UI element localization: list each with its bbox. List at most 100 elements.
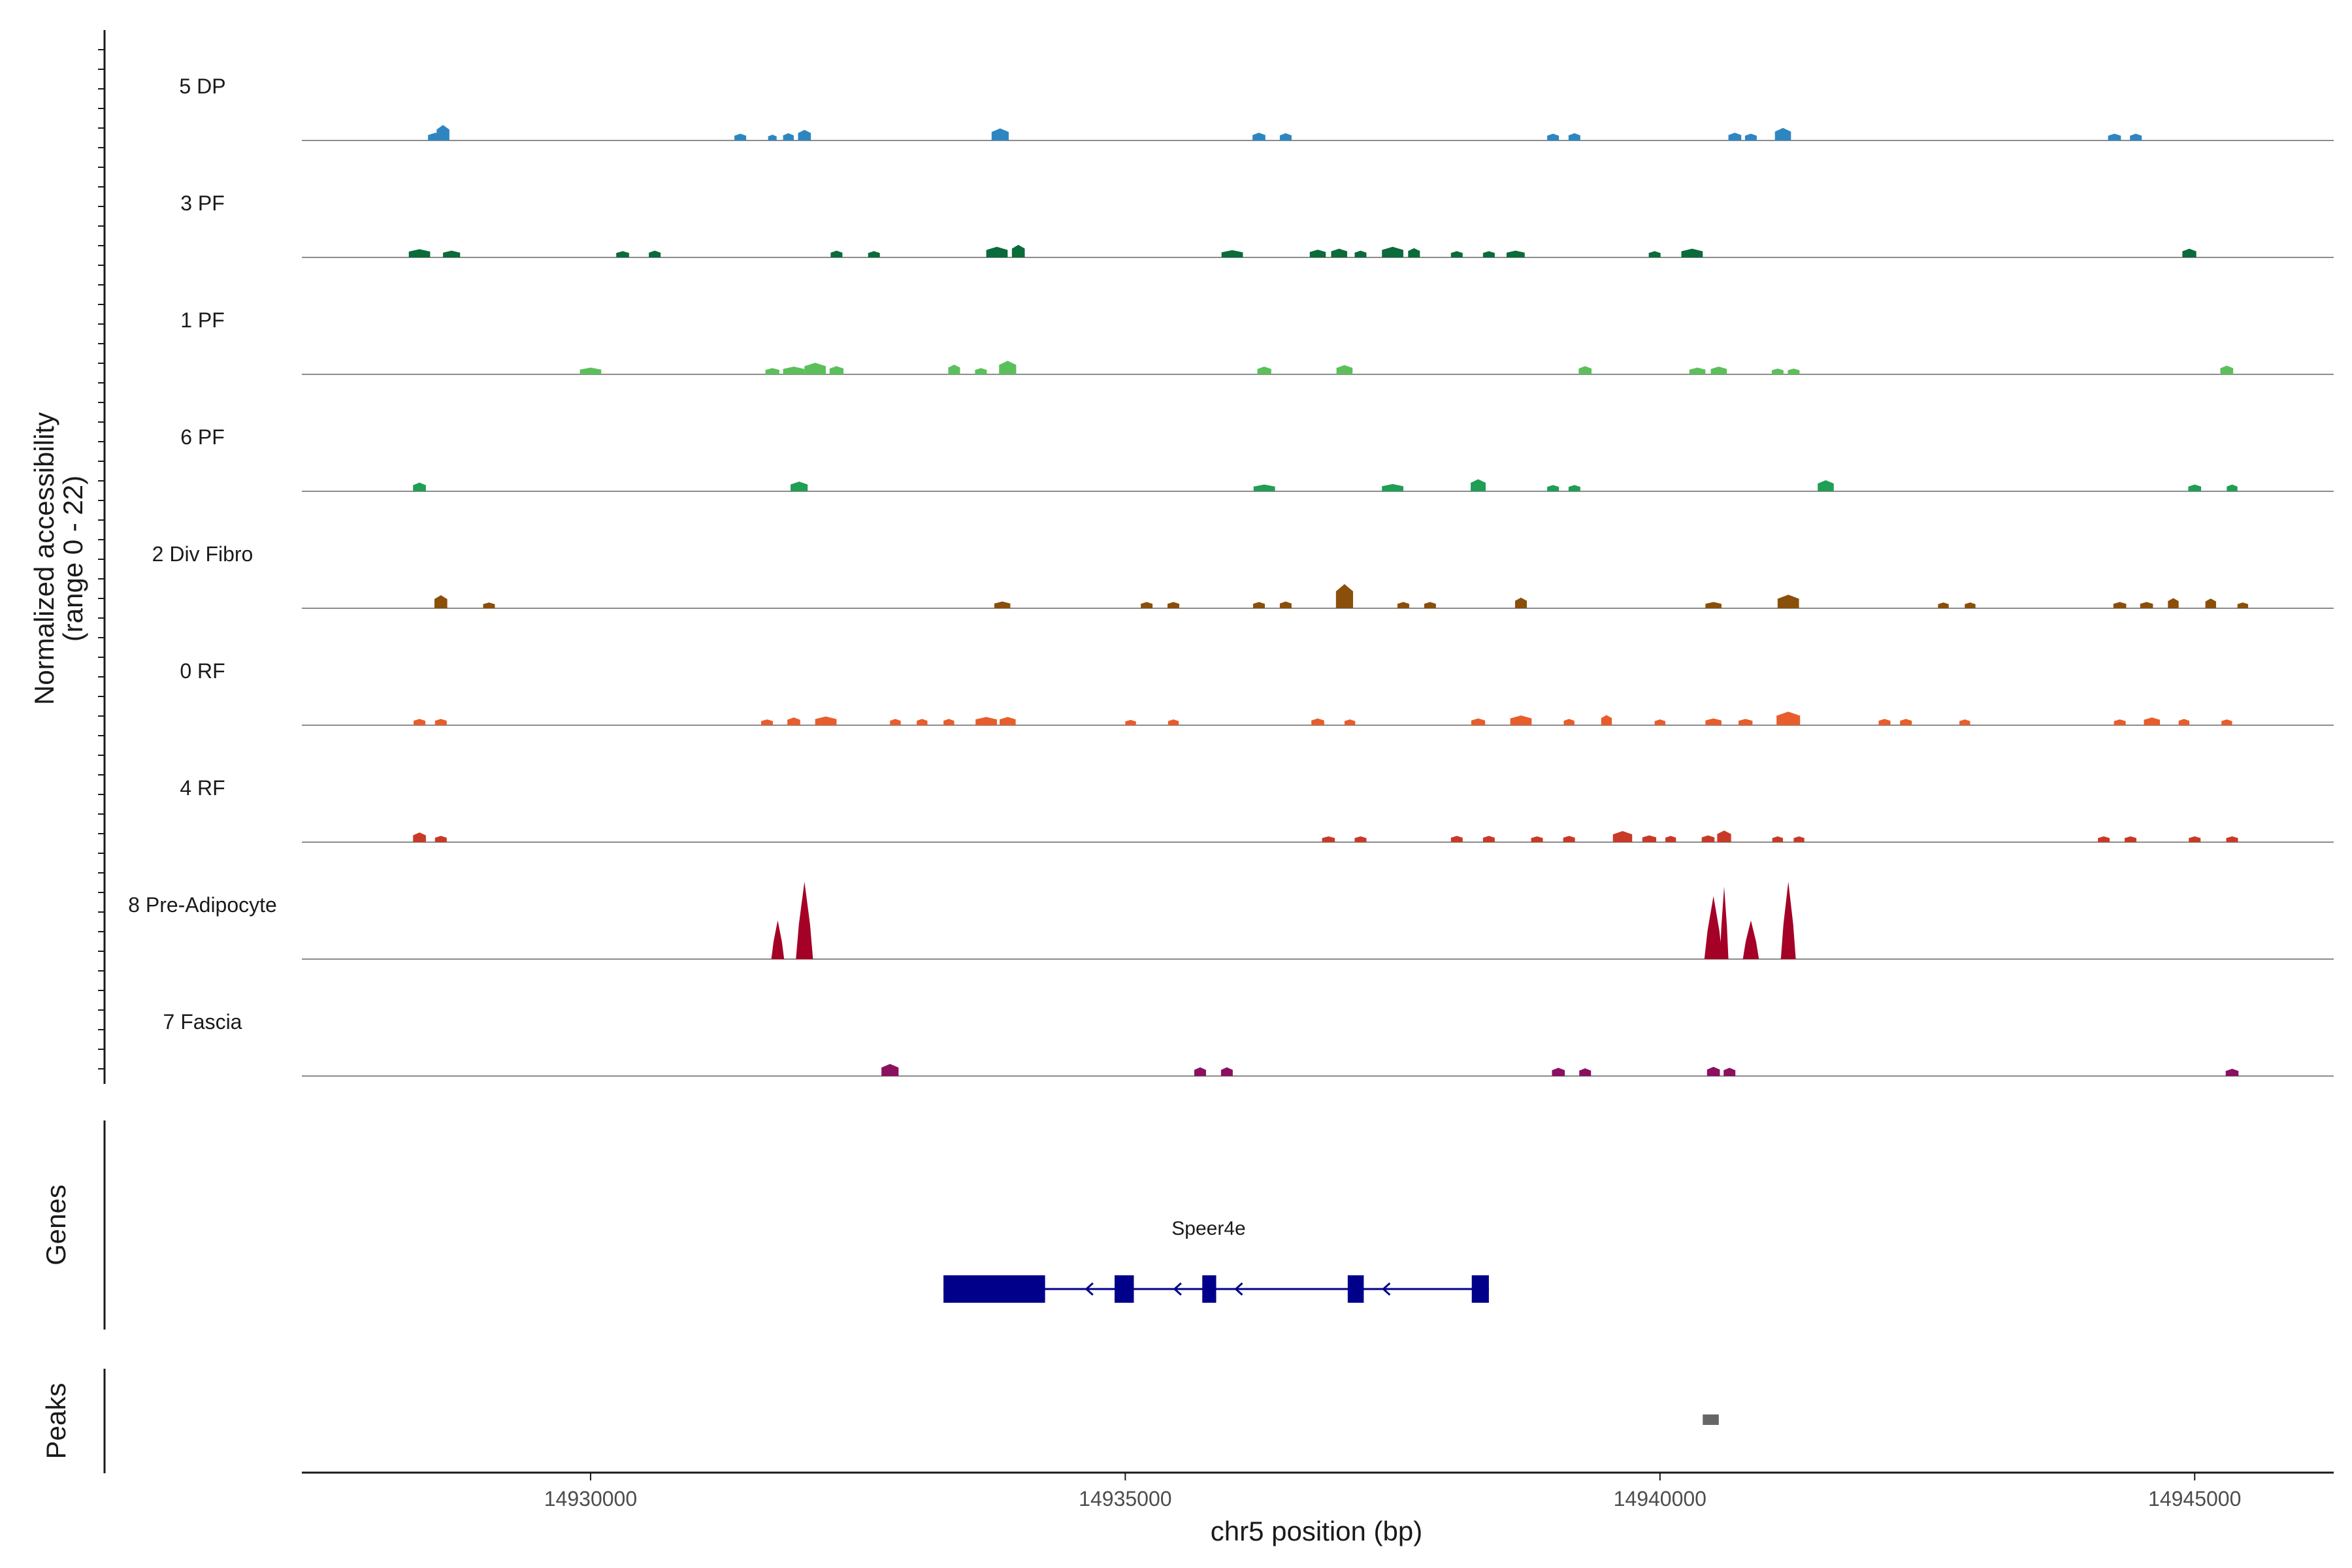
coverage-peak	[2221, 719, 2232, 725]
coverage-peak	[1744, 133, 1757, 140]
gene-exon	[943, 1275, 1045, 1303]
coverage-peak	[1780, 881, 1796, 959]
coverage-peak	[1252, 133, 1266, 140]
track-6-pf: 6 PF	[180, 425, 2334, 492]
strand-arrow	[1234, 1282, 1243, 1296]
coverage-peak	[1654, 719, 1665, 725]
strand-arrow	[1173, 1282, 1182, 1296]
coverage-peak	[1331, 248, 1348, 257]
coverage-peak	[783, 133, 794, 140]
coverage-peak	[2108, 133, 2121, 140]
coverage-peak	[1900, 719, 1912, 725]
coverage-peak	[1336, 365, 1353, 374]
coverage-peak	[1665, 836, 1676, 842]
coverage-peak	[943, 719, 955, 725]
coverage-peak	[1772, 836, 1784, 842]
track-label: 7 Fascia	[163, 1010, 242, 1034]
track-4-rf: 4 RF	[180, 776, 2334, 843]
coverage-peak	[761, 719, 774, 725]
peak-region	[1703, 1414, 1719, 1425]
coverage-peak	[1514, 597, 1527, 608]
coverage-peak	[1354, 250, 1367, 257]
coverage-peak	[1728, 133, 1742, 140]
coverage-peak	[765, 368, 779, 374]
track-1-pf: 1 PF	[180, 308, 2334, 375]
coverage-peak	[649, 250, 661, 257]
coverage-peak	[1689, 367, 1706, 374]
coverage-peak	[1774, 127, 1791, 140]
coverage-peak	[2227, 484, 2238, 491]
coverage-peak	[1965, 602, 1976, 608]
coverage-peak	[1601, 715, 1612, 725]
coverage-peak	[1563, 719, 1575, 725]
coverage-peak	[2220, 365, 2234, 374]
coverage-peak	[1279, 601, 1292, 608]
coverage-peak	[1257, 367, 1271, 374]
coverage-peak	[1704, 896, 1723, 959]
peaks-track: Peaks	[41, 1369, 1719, 1473]
y-axis-title-line: Normalized accessibility	[29, 412, 59, 705]
track-label: 5 DP	[179, 74, 225, 98]
coverage-peak	[1701, 835, 1715, 842]
coverage-peak	[2144, 717, 2161, 725]
coverage-peak	[804, 363, 826, 374]
track-8-pre-adipocyte: 8 Pre-Adipocyte	[128, 881, 2334, 960]
coverage-peak	[483, 602, 495, 608]
coverage-peak	[434, 836, 447, 842]
coverage-peak	[443, 250, 461, 257]
coverage-peak	[1510, 715, 1532, 725]
track-5-dp: 5 DP	[179, 74, 2334, 141]
coverage-tracks: 5 DP 3 PF 1 PF 6 PF 2 Div Fibro 0 RF 4 RF 8 Pre…	[128, 74, 2334, 1077]
coverage-peak	[1253, 484, 1275, 491]
coverage-peak	[1194, 1067, 1206, 1076]
track-label: 4 RF	[180, 776, 225, 800]
coverage-peak	[2189, 836, 2201, 842]
coverage-peak	[2113, 602, 2127, 608]
coverage-peak	[1547, 133, 1560, 140]
coverage-peak	[1000, 717, 1016, 725]
strand-arrow	[1382, 1282, 1391, 1296]
coverage-peak	[1771, 368, 1784, 374]
coverage-peak	[1568, 133, 1580, 140]
coverage-peak	[791, 482, 808, 491]
coverage-peak	[768, 135, 777, 140]
coverage-peak	[1938, 602, 1949, 608]
coverage-peak	[2178, 719, 2190, 725]
coverage-peak	[413, 832, 426, 842]
coverage-peak	[2130, 133, 2142, 140]
coverage-peak	[829, 366, 844, 374]
coverage-peak	[1777, 595, 1799, 608]
coverage-peak	[1717, 830, 1731, 842]
x-tick-label: 14940000	[1614, 1487, 1707, 1511]
coverage-peak	[1382, 246, 1403, 257]
coverage-peak	[2226, 836, 2238, 842]
coverage-peak	[917, 719, 928, 725]
coverage-peak	[1793, 836, 1805, 842]
gene-exon	[1115, 1275, 1134, 1303]
track-label: 1 PF	[180, 308, 225, 332]
coverage-peak	[1450, 836, 1463, 842]
track-label: 8 Pre-Adipocyte	[128, 893, 277, 917]
y-axis-title: Normalized accessibility(range 0 - 22)	[29, 412, 88, 705]
coverage-peak	[1552, 1068, 1565, 1076]
coverage-peak	[1818, 480, 1834, 491]
coverage-peak	[787, 717, 800, 725]
coverage-peak	[1471, 718, 1486, 725]
coverage-peak	[1707, 1066, 1720, 1076]
coverage-peak	[1506, 250, 1525, 257]
coverage-peak	[890, 719, 901, 725]
track-label: 2 Div Fibro	[152, 542, 253, 566]
coverage-peak	[1547, 485, 1560, 491]
coverage-peak	[1742, 920, 1759, 959]
coverage-peak	[1612, 830, 1633, 842]
coverage-peak	[434, 595, 448, 608]
coverage-peak	[1311, 718, 1324, 725]
gene-exon	[1471, 1275, 1489, 1303]
coverage-peak	[2188, 484, 2202, 491]
coverage-peak	[1531, 836, 1543, 842]
coverage-peak	[1168, 602, 1180, 608]
coverage-peak	[2168, 598, 2179, 608]
coverage-peak	[580, 367, 602, 374]
coverage-y-axis	[98, 30, 106, 1084]
coverage-peak	[1563, 836, 1575, 842]
